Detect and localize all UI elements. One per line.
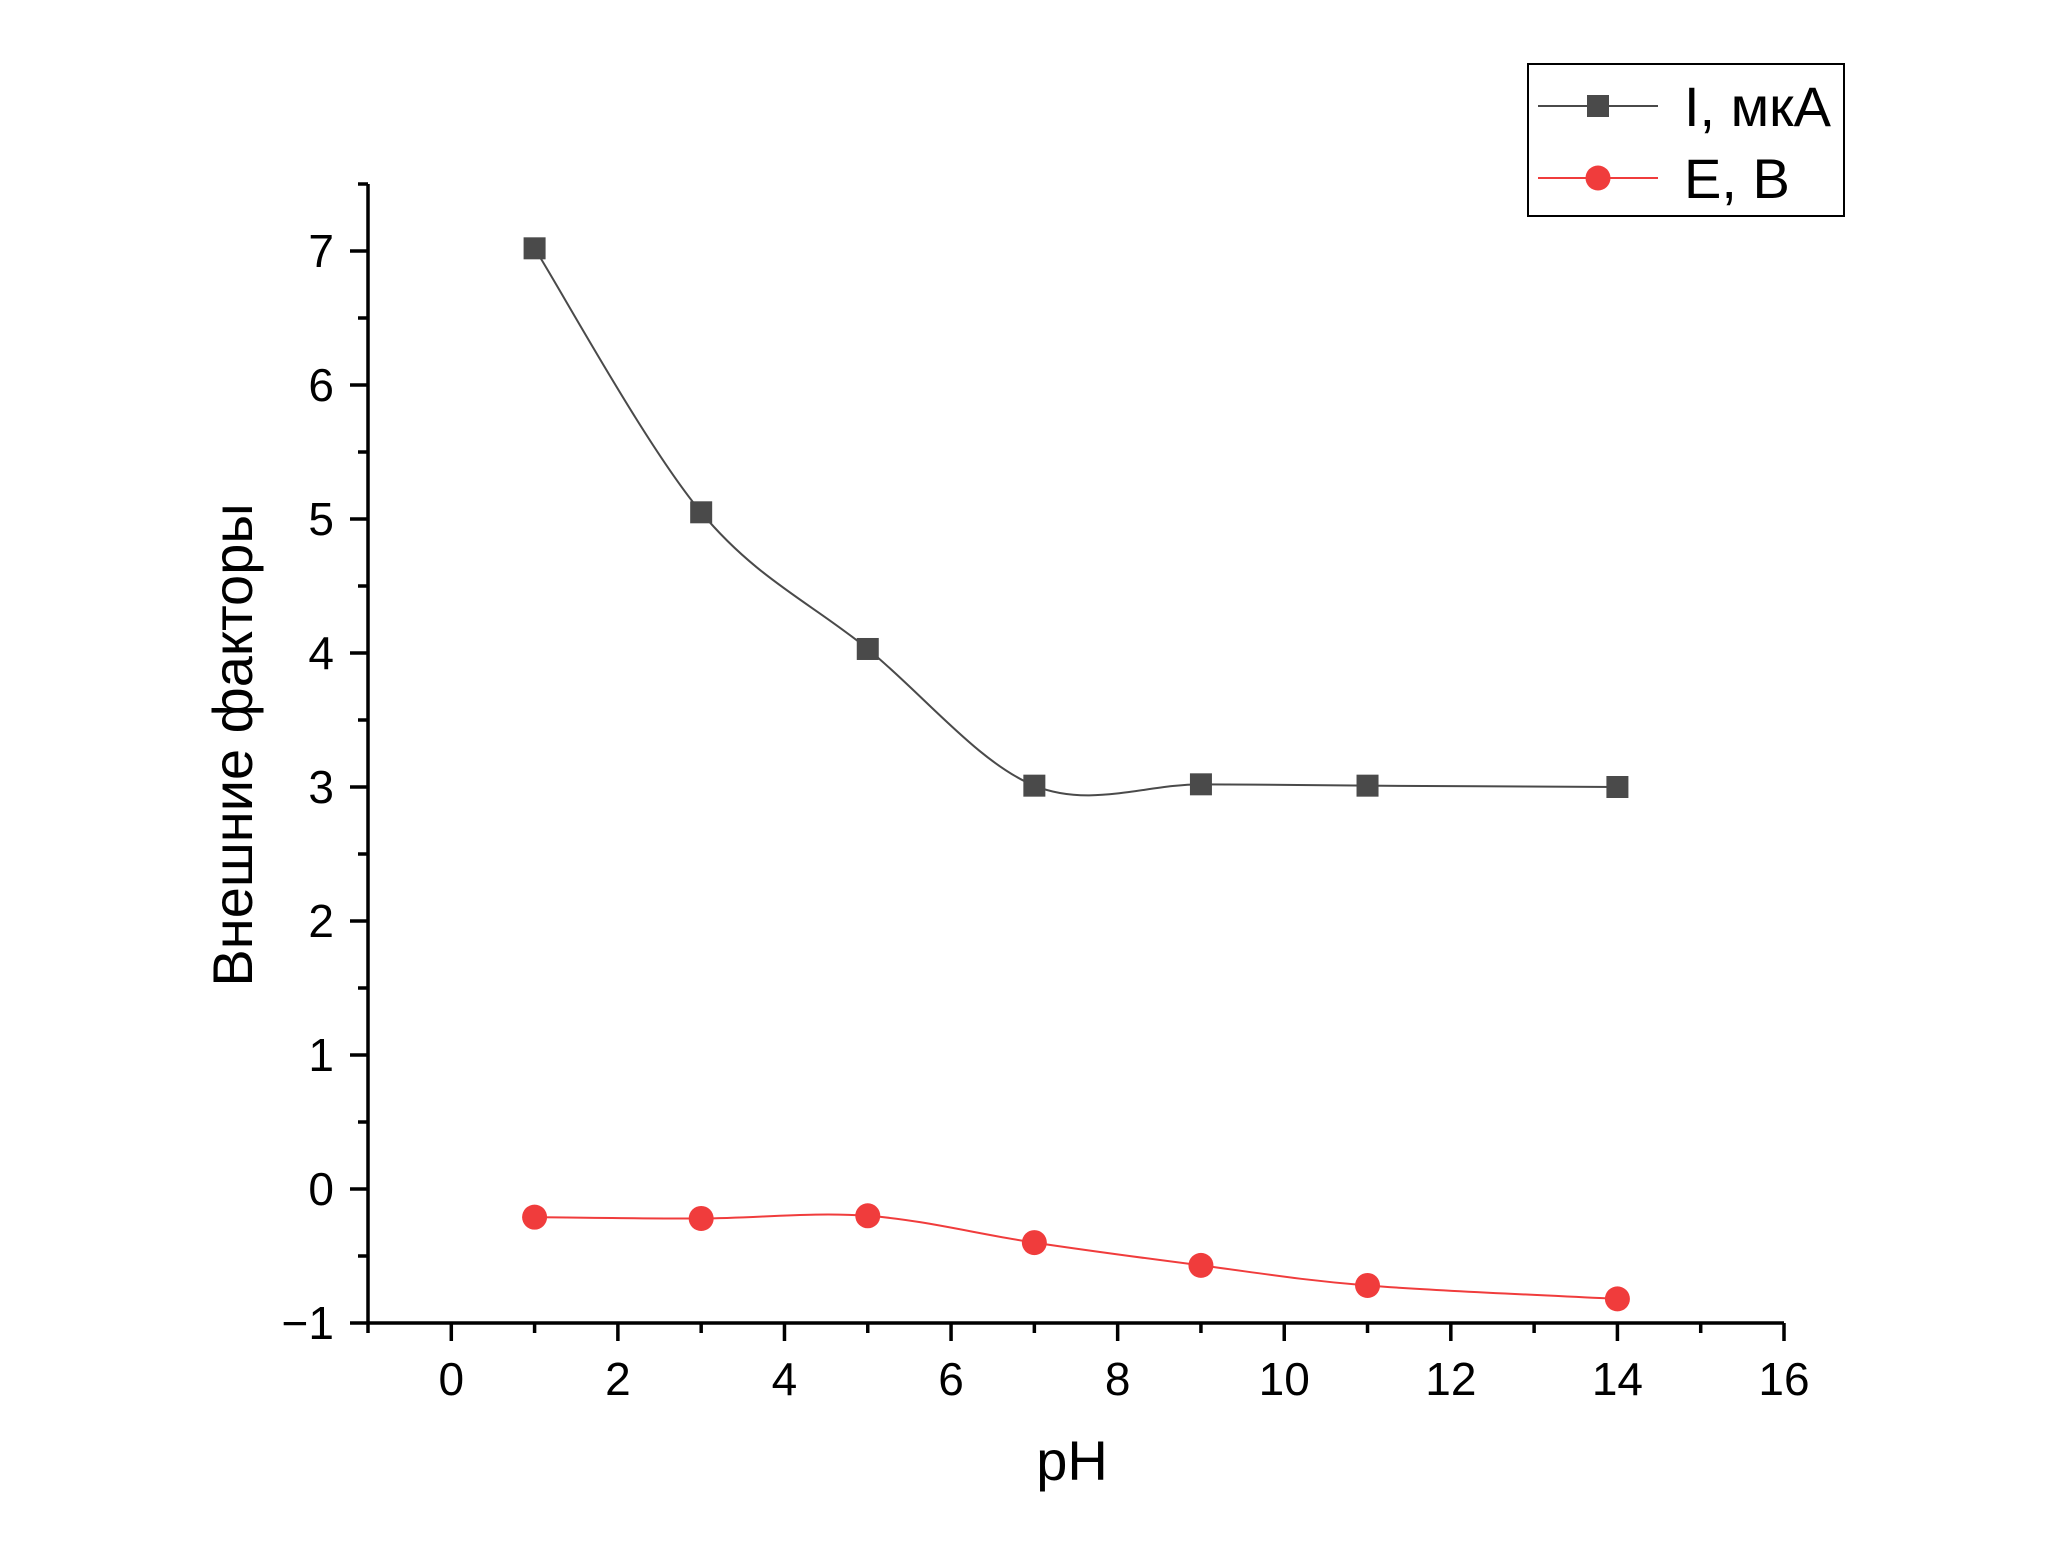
legend-label: I, мкА: [1684, 75, 1832, 138]
legend-marker-circle: [1585, 165, 1611, 191]
data-point-circle: [688, 1205, 714, 1231]
y-tick-label: 0: [308, 1163, 334, 1215]
legend-marker-square: [1587, 95, 1609, 117]
data-point-square: [690, 501, 713, 524]
data-point-circle: [1188, 1252, 1214, 1278]
data-point-circle: [855, 1203, 881, 1229]
x-tick-label: 4: [772, 1353, 798, 1405]
x-tick-label: 10: [1259, 1353, 1310, 1405]
x-tick-label: 6: [938, 1353, 964, 1405]
y-tick-label: −1: [282, 1297, 334, 1349]
data-point-square: [856, 637, 879, 660]
y-tick-label: 6: [308, 359, 334, 411]
series-2: [522, 1203, 1630, 1312]
x-tick-label: 2: [605, 1353, 631, 1405]
y-tick-label: 3: [308, 761, 334, 813]
data-point-square: [1606, 776, 1629, 798]
y-tick-label: 4: [308, 627, 334, 679]
legend: I, мкА E, В: [1527, 63, 1845, 217]
data-point-square: [1189, 773, 1212, 796]
series-1: [523, 237, 1629, 798]
x-tick-label: 8: [1105, 1353, 1131, 1405]
y-axis-title: Внешние факторы: [201, 503, 264, 986]
series-layer: [522, 237, 1630, 1312]
x-tick-label: 12: [1425, 1353, 1476, 1405]
y-tick-label: 2: [308, 895, 334, 947]
data-point-circle: [1604, 1286, 1630, 1312]
x-tick-label: 14: [1592, 1353, 1643, 1405]
x-axis-title: pH: [1036, 1429, 1108, 1492]
data-point-square: [523, 237, 546, 260]
y-tick-label: 7: [308, 225, 334, 277]
legend-label: E, В: [1684, 147, 1790, 210]
y-tick-label: 1: [308, 1029, 334, 1081]
y-tick-label: 5: [308, 493, 334, 545]
legend-box: [1527, 63, 1845, 217]
data-point-circle: [1021, 1230, 1047, 1256]
data-point-square: [1356, 774, 1379, 797]
data-point-square: [1023, 774, 1046, 797]
data-point-circle: [1355, 1272, 1381, 1298]
data-point-circle: [522, 1204, 548, 1230]
x-tick-label: 0: [438, 1353, 464, 1405]
x-tick-label: 16: [1758, 1353, 1809, 1405]
